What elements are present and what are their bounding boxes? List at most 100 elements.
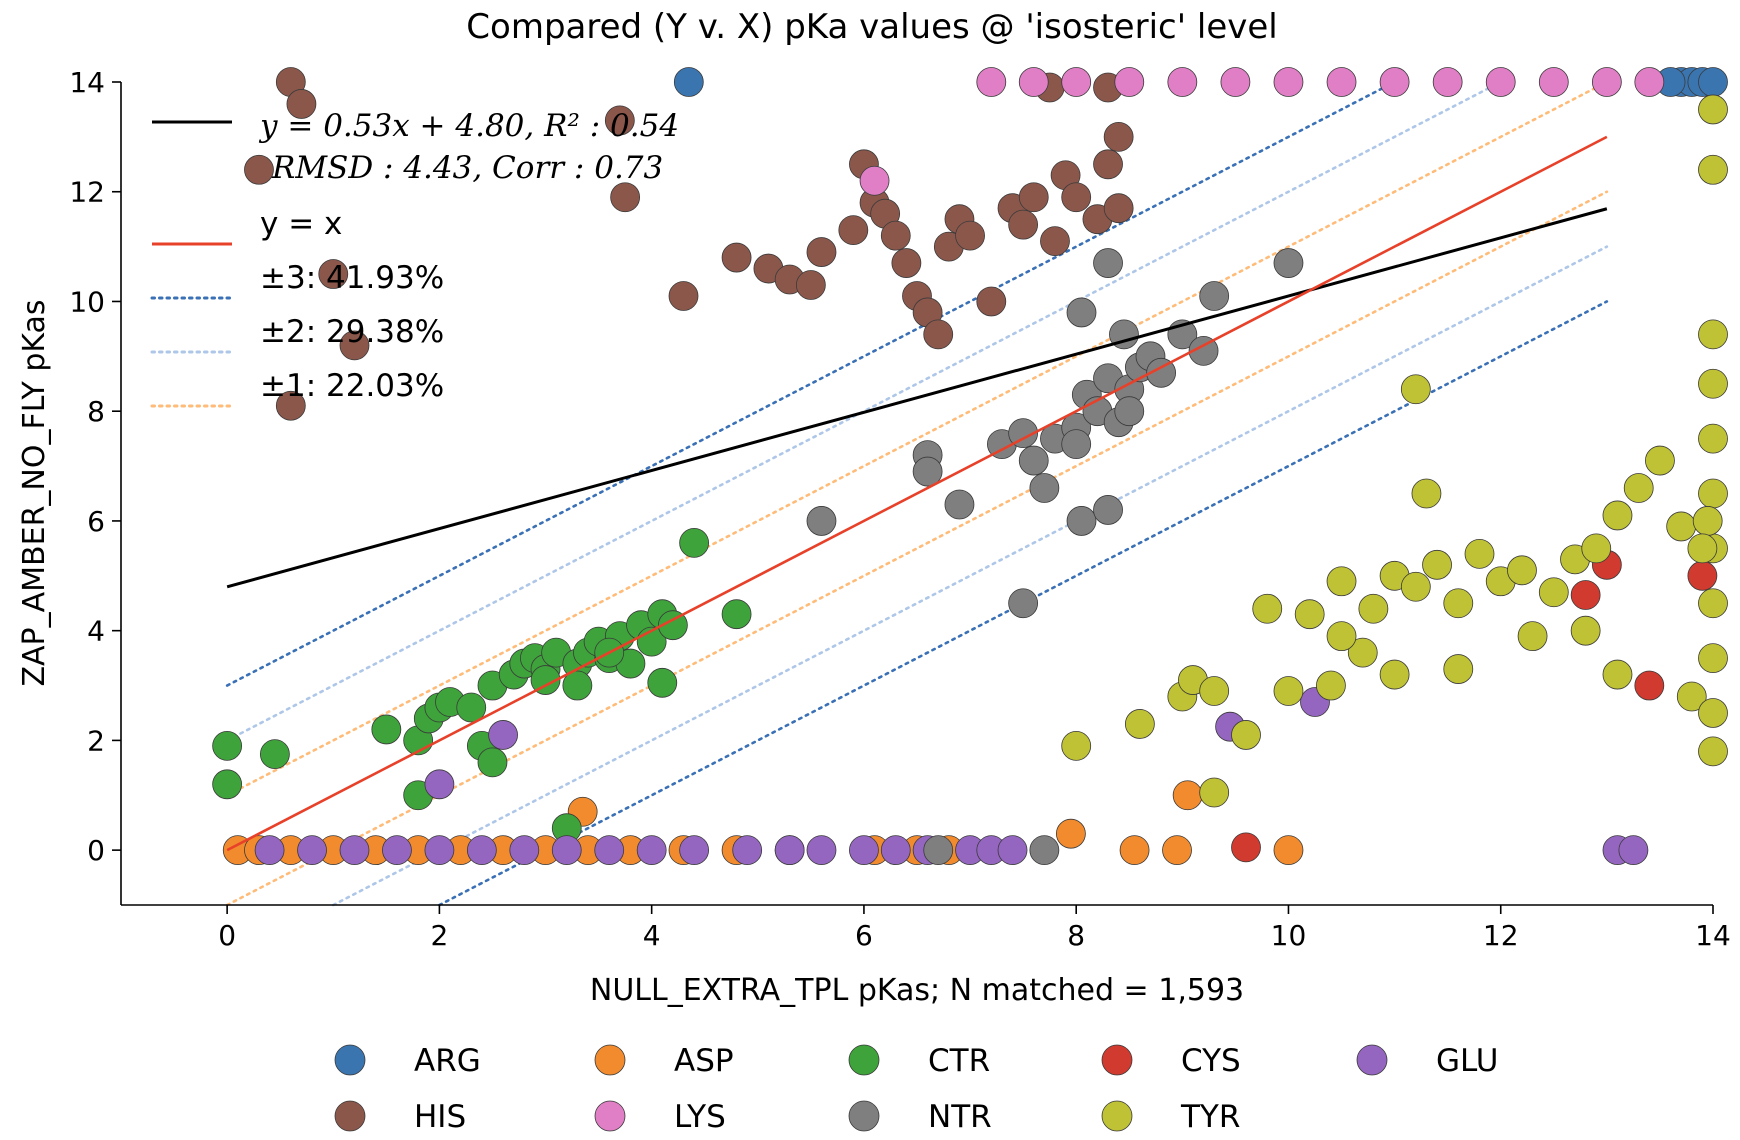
data-point	[1676, 681, 1707, 712]
data-point	[923, 835, 954, 866]
y-tick-label: 6	[87, 505, 105, 538]
data-point	[1061, 182, 1092, 213]
data-point	[1645, 445, 1675, 476]
data-point	[1698, 368, 1728, 399]
data-point	[1114, 396, 1145, 427]
data-point	[424, 835, 455, 866]
x-tick-label: 8	[1067, 919, 1085, 952]
data-point	[944, 489, 975, 520]
data-point	[1124, 709, 1155, 739]
data-point	[795, 270, 826, 300]
data-point	[1066, 506, 1097, 536]
data-point	[1093, 248, 1123, 278]
data-point	[1538, 577, 1569, 608]
axes: 0 2 4 6 8 10 12 14 0 2 4 6 8 10 12 14	[69, 66, 1730, 952]
data-point	[466, 835, 497, 866]
data-point	[1538, 67, 1569, 97]
data-point	[1698, 67, 1728, 97]
data-point	[1093, 495, 1123, 525]
data-point	[275, 390, 306, 421]
data-point	[1623, 473, 1654, 503]
data-point	[1692, 506, 1723, 536]
data-point	[679, 527, 710, 558]
data-point	[244, 154, 274, 185]
data-point	[1591, 67, 1622, 97]
data-point	[1326, 67, 1357, 97]
identity-line	[226, 135, 1608, 852]
data-point	[1172, 780, 1203, 811]
data-point	[997, 835, 1028, 866]
data-point	[286, 89, 317, 119]
data-point	[859, 165, 890, 196]
data-point	[1103, 121, 1134, 152]
data-point	[891, 248, 922, 278]
data-point	[1698, 94, 1728, 125]
chart-title: Compared (Y v. X) pKa values @ 'isosteri…	[466, 7, 1277, 47]
legend-label-identity-label: y = x	[260, 206, 342, 242]
legend-marker	[1101, 1044, 1133, 1076]
y-tick-label: 0	[87, 834, 105, 867]
data-point	[1316, 670, 1346, 701]
data-point	[1443, 654, 1474, 684]
legend-entry-label: HIS	[414, 1099, 466, 1135]
data-point	[1114, 67, 1145, 97]
data-point	[1029, 473, 1060, 503]
legend-marker	[594, 1100, 626, 1132]
data-point	[1326, 566, 1357, 597]
data-point	[976, 286, 1007, 317]
data-point	[657, 610, 688, 641]
data-point	[1008, 209, 1039, 240]
data-point	[1581, 533, 1612, 564]
data-point	[488, 720, 518, 750]
data-point	[339, 835, 370, 866]
data-point	[1602, 500, 1633, 531]
legend-entry-label: ARG	[414, 1043, 481, 1079]
data-point	[1199, 281, 1230, 311]
data-point	[1040, 226, 1070, 257]
data-point	[1485, 67, 1516, 97]
tolerance-band-line	[225, 80, 1396, 687]
data-point	[1008, 588, 1039, 619]
data-point	[774, 835, 805, 866]
data-point	[594, 835, 625, 866]
data-point	[912, 456, 943, 487]
data-point	[371, 714, 402, 745]
series-ntr	[806, 248, 1304, 866]
data-point	[551, 835, 582, 866]
y-axis-title: ZAP_AMBER_NO_FLY pKas	[17, 299, 52, 686]
data-point	[1231, 720, 1261, 750]
data-point	[1443, 588, 1474, 619]
legend-entry-label: ASP	[674, 1043, 734, 1079]
data-point	[1379, 659, 1410, 690]
data-point	[1400, 571, 1431, 602]
y-ticks: 0 2 4 6 8 10 12 14	[69, 66, 121, 867]
legend-entry-lys: LYS	[594, 1099, 726, 1135]
inner-legend: y = 0.53x + 4.80, R² : 0.54 RMSD : 4.43, …	[150, 108, 679, 408]
data-point	[1018, 445, 1049, 476]
legend-entry-label: GLU	[1436, 1043, 1498, 1079]
data-point	[1698, 423, 1728, 454]
data-point	[806, 835, 837, 866]
data-point	[955, 220, 985, 251]
data-point	[679, 835, 710, 866]
data-point	[647, 667, 678, 698]
legend-entry-glu: GLU	[1356, 1043, 1498, 1079]
data-point	[1103, 193, 1134, 224]
data-point	[297, 835, 327, 866]
legend-marker	[334, 1100, 366, 1132]
data-point	[1411, 478, 1442, 509]
x-tick-label: 6	[855, 919, 873, 952]
y-tick-label: 8	[87, 395, 105, 428]
x-tick-label: 4	[643, 919, 661, 952]
data-point	[456, 692, 487, 723]
data-point	[1422, 549, 1452, 580]
data-point	[424, 769, 455, 800]
data-point	[1119, 835, 1150, 866]
y-tick-label: 2	[87, 724, 105, 757]
data-point	[1220, 67, 1251, 97]
data-point	[849, 835, 879, 866]
data-point	[806, 506, 837, 536]
legend-marker	[848, 1100, 880, 1132]
data-point	[1618, 835, 1649, 866]
